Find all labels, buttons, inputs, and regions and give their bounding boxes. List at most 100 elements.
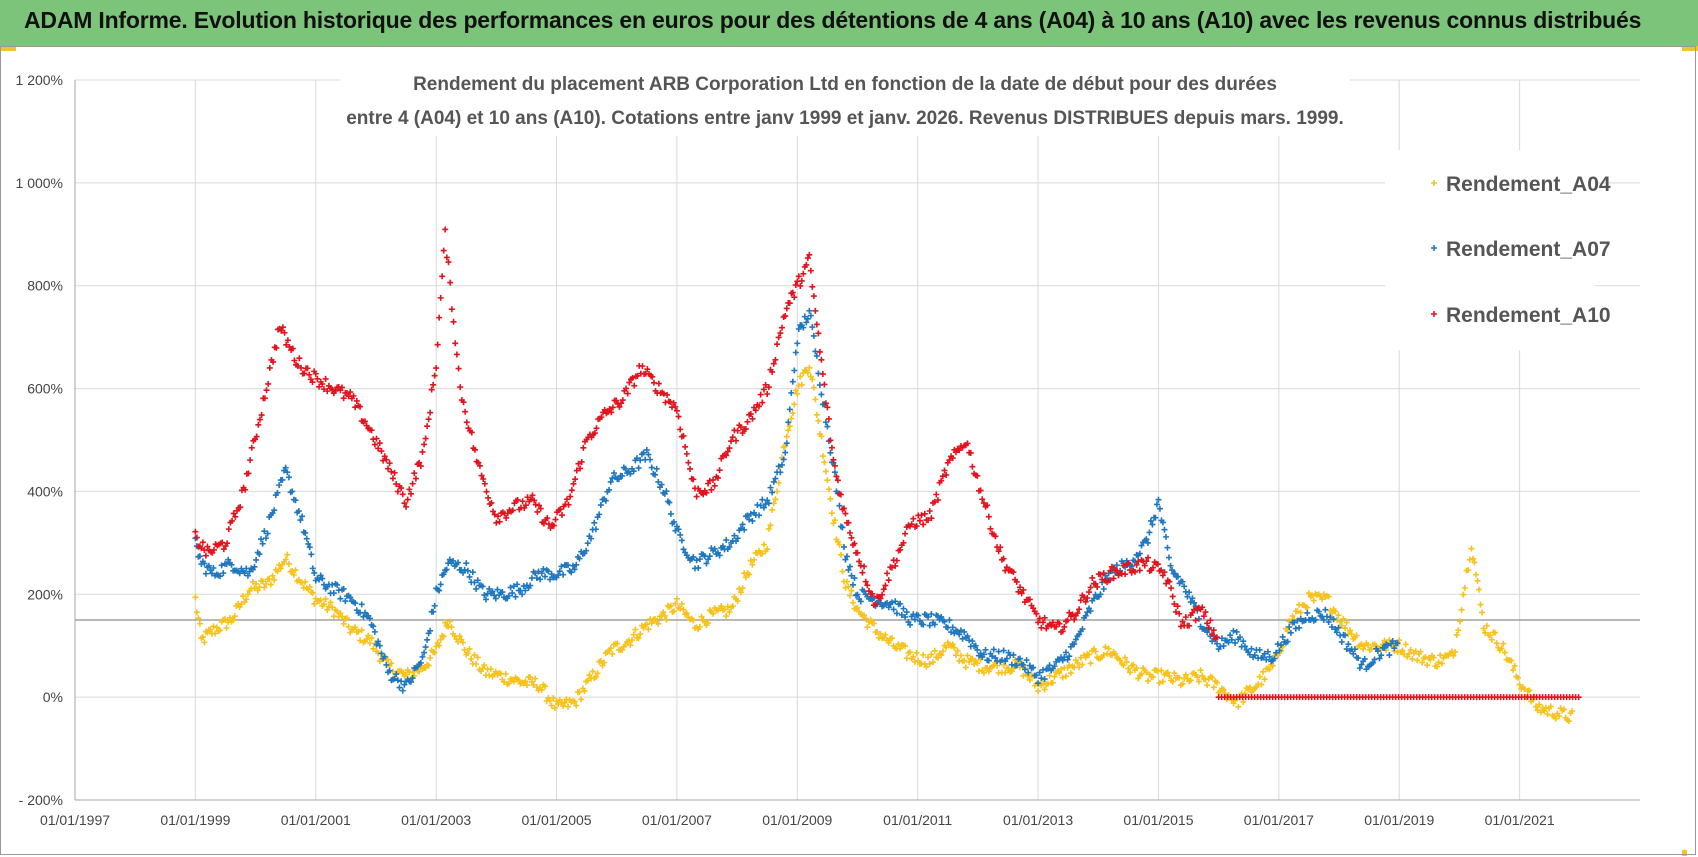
series-point xyxy=(1017,655,1024,662)
series-point xyxy=(624,390,631,397)
series-point xyxy=(519,498,526,505)
series-point xyxy=(491,511,498,518)
series-point xyxy=(818,356,825,363)
series-point xyxy=(385,656,391,663)
series-point xyxy=(1214,640,1221,647)
series-point xyxy=(772,356,779,363)
series-point xyxy=(1330,616,1337,623)
series-point xyxy=(1533,703,1540,710)
series-point xyxy=(951,644,958,651)
series-point xyxy=(317,597,324,604)
series-point xyxy=(476,462,483,469)
series-point xyxy=(1138,542,1145,549)
series-point xyxy=(1192,617,1199,624)
series-point xyxy=(1320,616,1327,623)
series-point xyxy=(946,617,953,624)
series-point xyxy=(193,609,200,616)
series-point xyxy=(311,600,318,607)
series-point xyxy=(1020,661,1027,668)
series-point xyxy=(295,508,302,515)
series-point xyxy=(509,507,516,514)
series-point xyxy=(530,681,537,688)
series-point xyxy=(751,556,758,563)
series-point xyxy=(851,575,858,582)
series-point xyxy=(849,581,856,588)
series-point xyxy=(358,601,365,608)
series-point xyxy=(1310,597,1317,604)
series-point xyxy=(481,592,488,599)
series-point xyxy=(1534,707,1541,714)
series-point xyxy=(486,585,493,592)
series-point xyxy=(450,557,457,564)
series-point xyxy=(1092,580,1099,587)
series-point xyxy=(1315,608,1322,615)
series-point xyxy=(695,564,702,571)
series-point xyxy=(1200,613,1207,620)
series-point xyxy=(1560,706,1567,713)
series-point xyxy=(660,609,667,616)
series-point xyxy=(639,363,646,370)
series-point xyxy=(1498,645,1505,652)
series-point xyxy=(577,465,584,472)
series-point xyxy=(239,593,246,600)
series-point xyxy=(848,534,855,541)
series-point xyxy=(757,391,764,398)
series-point xyxy=(1501,649,1508,656)
series-point xyxy=(980,651,987,658)
legend-label: Rendement_A10 xyxy=(1446,304,1611,327)
series-point xyxy=(834,477,841,484)
series-point xyxy=(777,330,784,337)
series-point xyxy=(783,440,790,447)
series-point xyxy=(711,482,718,489)
series-point xyxy=(366,615,373,622)
series-point xyxy=(677,426,684,433)
series-point xyxy=(1026,677,1033,684)
series-point xyxy=(627,470,634,477)
series-point xyxy=(1035,688,1042,695)
series-point xyxy=(217,573,224,580)
series-point xyxy=(972,642,979,649)
series-point xyxy=(1059,657,1066,664)
series-point xyxy=(594,670,601,677)
series-point xyxy=(1081,594,1088,601)
series-point xyxy=(245,470,252,477)
series-point xyxy=(810,332,817,339)
series-point xyxy=(995,648,1002,655)
series-point xyxy=(977,487,984,494)
series-point xyxy=(813,321,820,328)
series-point xyxy=(355,628,362,635)
series-point xyxy=(698,613,705,620)
series-point xyxy=(818,391,825,398)
series-point xyxy=(812,307,819,314)
series-point xyxy=(729,434,736,441)
series-point xyxy=(723,537,730,544)
series-point xyxy=(463,419,470,426)
series-point xyxy=(1218,635,1225,642)
series-point xyxy=(371,628,378,635)
series-point xyxy=(340,395,347,402)
series-point xyxy=(201,560,208,567)
x-tick-label: 01/01/2013 xyxy=(1003,812,1073,828)
series-point xyxy=(949,641,956,648)
series-point xyxy=(1389,638,1396,645)
series-point xyxy=(800,270,807,277)
series-point xyxy=(233,507,240,514)
series-point xyxy=(1010,665,1017,672)
series-point xyxy=(785,427,792,434)
series-point xyxy=(362,418,369,425)
series-point xyxy=(1322,606,1329,613)
y-tick-label: 600% xyxy=(27,381,63,397)
series-point xyxy=(548,571,555,578)
series-point xyxy=(459,639,466,646)
series-point xyxy=(412,475,419,482)
series-point xyxy=(407,490,414,497)
series-point xyxy=(759,399,766,406)
series-point xyxy=(285,474,292,481)
series-point xyxy=(678,600,685,607)
series-point xyxy=(253,433,260,440)
series-point xyxy=(254,587,261,594)
series-point xyxy=(342,598,349,605)
series-point xyxy=(591,519,598,526)
series-point xyxy=(212,630,219,637)
series-point xyxy=(1381,645,1388,652)
